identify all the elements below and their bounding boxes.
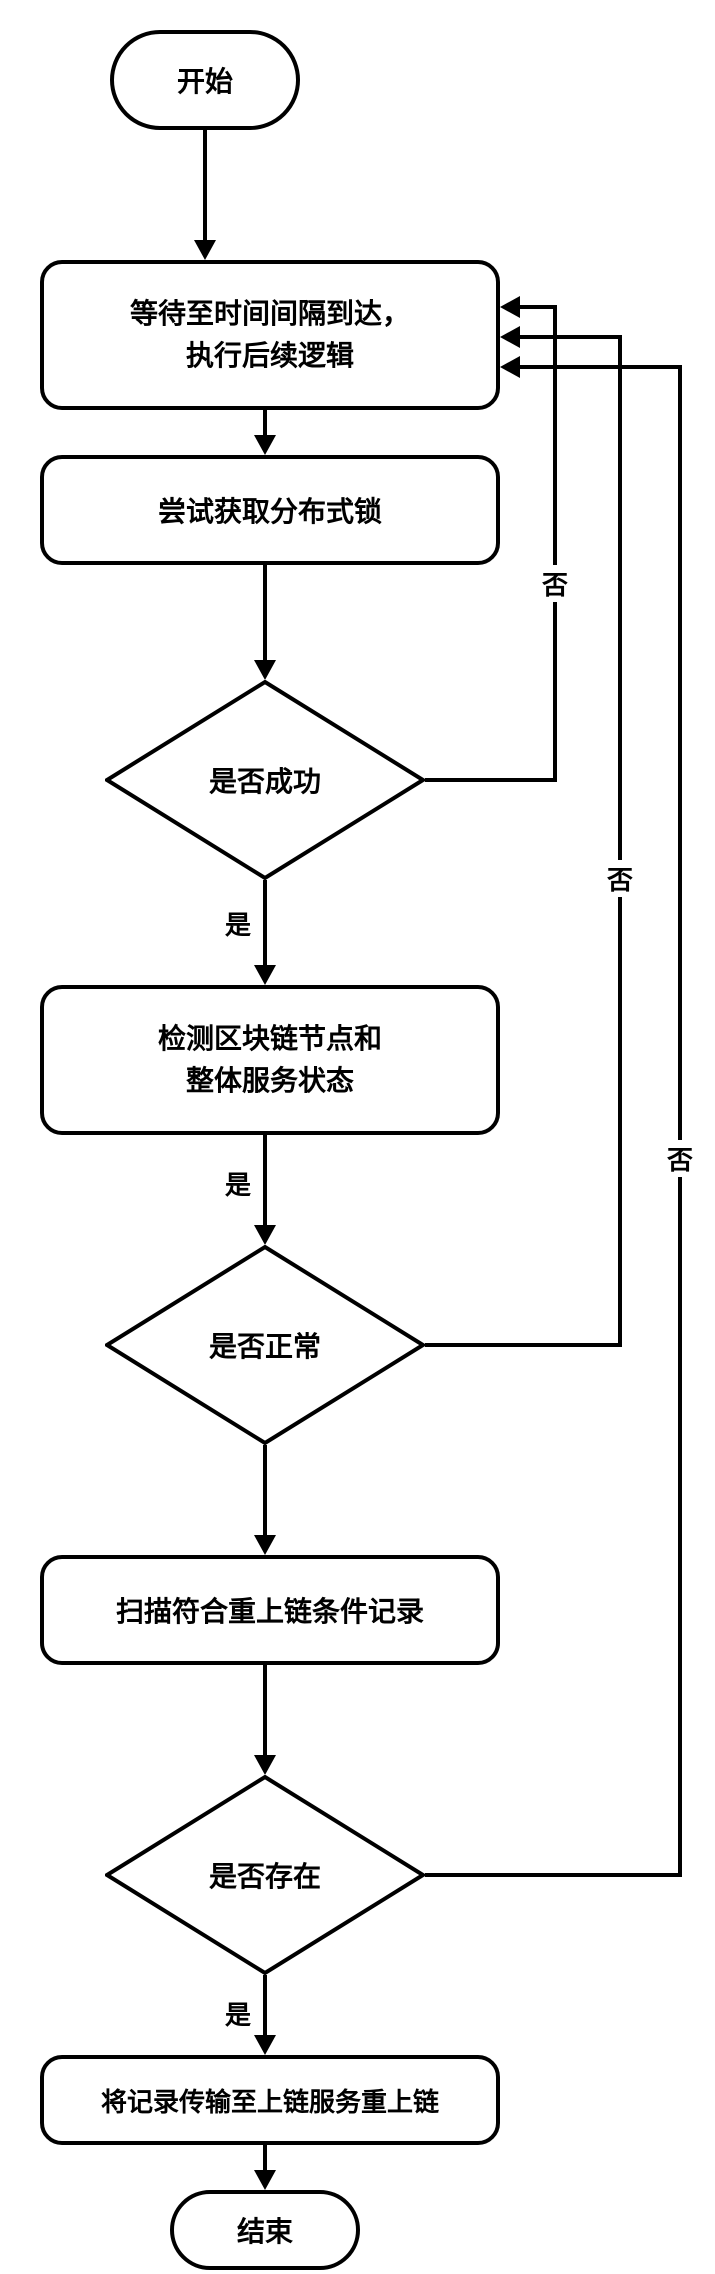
records-exist-decision: 是否存在 — [105, 1775, 425, 1975]
edge-d1-no-head — [500, 296, 520, 318]
edge-d3-no-v — [678, 365, 682, 1877]
edge-start-n1 — [203, 130, 207, 242]
records-exist-label: 是否存在 — [209, 1855, 321, 1895]
edge-d3-n5-label: 是 — [225, 1995, 251, 2032]
edge-d1-n3 — [263, 880, 267, 967]
start-label: 开始 — [177, 60, 233, 100]
edge-d1-no-h2 — [520, 305, 555, 309]
edge-n4-d3 — [263, 1665, 267, 1757]
edge-n3-d2 — [263, 1135, 267, 1227]
edge-start-n1-head — [194, 240, 216, 260]
edge-n3-d2-label: 是 — [225, 1165, 251, 1202]
edge-d1-no-v — [553, 305, 557, 782]
edge-d2-no-h1 — [425, 1343, 620, 1347]
edge-n1-n2 — [263, 410, 267, 437]
edge-d3-no-h1 — [425, 1873, 680, 1877]
acquire-lock-node: 尝试获取分布式锁 — [40, 455, 500, 565]
edge-d1-n3-label: 是 — [225, 905, 251, 942]
check-node-status-label-2: 整体服务状态 — [158, 1060, 382, 1102]
edge-n5-end — [263, 2145, 267, 2172]
scan-records-node: 扫描符合重上链条件记录 — [40, 1555, 500, 1665]
edge-d3-no-label: 否 — [667, 1140, 693, 1177]
resubmit-records-node: 将记录传输至上链服务重上链 — [40, 2055, 500, 2145]
edge-d3-no-head — [500, 356, 520, 378]
lock-success-decision: 是否成功 — [105, 680, 425, 880]
edge-d3-no-h2 — [520, 365, 680, 369]
edge-n5-end-head — [254, 2170, 276, 2190]
acquire-lock-label: 尝试获取分布式锁 — [158, 490, 382, 530]
edge-d2-no-head — [500, 326, 520, 348]
edge-n3-d2-head — [254, 1225, 276, 1245]
edge-d1-n3-head — [254, 965, 276, 985]
edge-n4-d3-head — [254, 1755, 276, 1775]
edge-d1-no-h1 — [425, 778, 555, 782]
flowchart-canvas: 开始 等待至时间间隔到达， 执行后续逻辑 尝试获取分布式锁 是否成功 是 检测区… — [0, 0, 715, 2274]
edge-n1-n2-head — [254, 435, 276, 455]
edge-d3-n5 — [263, 1975, 267, 2037]
edge-d2-no-v — [618, 335, 622, 1347]
wait-interval-label-1: 等待至时间间隔到达， — [130, 293, 410, 335]
start-node: 开始 — [110, 30, 300, 130]
edge-n2-d1 — [263, 565, 267, 662]
edge-d2-no-label: 否 — [607, 860, 633, 897]
status-normal-decision: 是否正常 — [105, 1245, 425, 1445]
wait-interval-label-2: 执行后续逻辑 — [130, 335, 410, 377]
edge-d3-n5-head — [254, 2035, 276, 2055]
status-normal-label: 是否正常 — [209, 1325, 321, 1365]
edge-d2-no-h2 — [520, 335, 620, 339]
edge-d2-n4-head — [254, 1535, 276, 1555]
edge-d2-n4 — [263, 1445, 267, 1537]
scan-records-label: 扫描符合重上链条件记录 — [116, 1590, 424, 1630]
edge-n2-d1-head — [254, 660, 276, 680]
end-node: 结束 — [170, 2190, 360, 2270]
check-node-status-node: 检测区块链节点和 整体服务状态 — [40, 985, 500, 1135]
wait-interval-node: 等待至时间间隔到达， 执行后续逻辑 — [40, 260, 500, 410]
lock-success-label: 是否成功 — [209, 760, 321, 800]
resubmit-records-label: 将记录传输至上链服务重上链 — [101, 2082, 439, 2119]
end-label: 结束 — [237, 2210, 293, 2250]
edge-d1-no-label: 否 — [542, 565, 568, 602]
check-node-status-label-1: 检测区块链节点和 — [158, 1018, 382, 1060]
